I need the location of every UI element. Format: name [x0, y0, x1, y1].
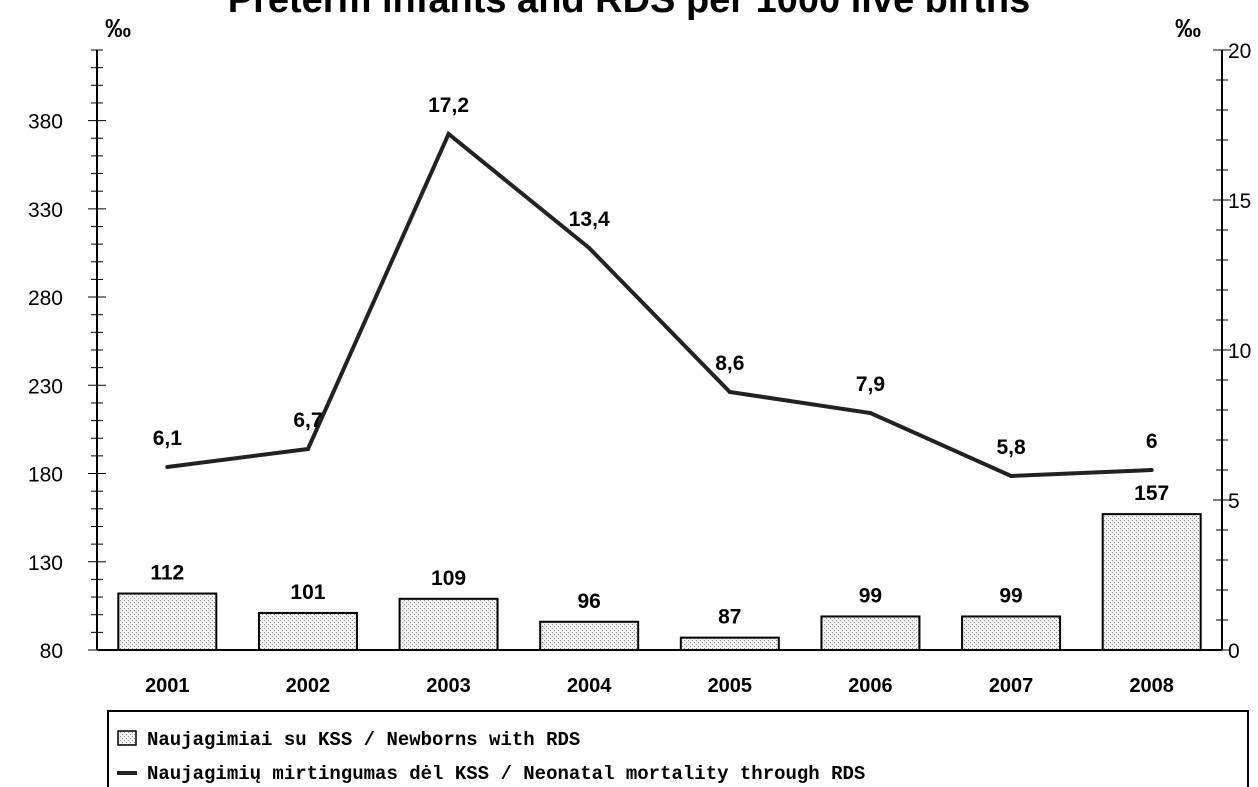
right-tick-label: 10 — [1228, 340, 1251, 363]
line-point — [587, 246, 592, 250]
mortality-line — [167, 130, 1152, 479]
left-tick-label: 80 — [40, 640, 63, 663]
line-value-label: 8,6 — [715, 352, 744, 375]
line-value-label: 6,7 — [293, 409, 322, 432]
bar — [820, 615, 921, 651]
legend-bar-swatch — [117, 730, 137, 746]
line-point — [165, 465, 170, 469]
line-value-label: 6,1 — [153, 427, 183, 450]
bar-value-label: 157 — [1134, 482, 1169, 505]
line-point — [868, 411, 873, 415]
left-tick-label: 180 — [28, 464, 63, 487]
x-tick-label: 2008 — [1129, 675, 1174, 697]
line-value-label: 13,4 — [569, 208, 610, 231]
right-tick-label: 15 — [1228, 190, 1251, 213]
left-tick-label: 130 — [28, 552, 63, 575]
chart-title: Preterm infants and RDS per 1000 live bi… — [228, 0, 1031, 21]
bar — [539, 620, 640, 652]
x-axis: 2001 2002 2003 2004 2005 2006 2007 2008 — [97, 649, 1222, 697]
line-point — [727, 390, 732, 394]
line-value-label: 6 — [1146, 430, 1158, 453]
right-tick-label: 0 — [1228, 640, 1240, 663]
left-tick-label: 330 — [28, 199, 63, 222]
bar — [679, 636, 780, 651]
x-tick-label: 2001 — [145, 675, 190, 697]
line-value-label: 5,8 — [996, 436, 1026, 459]
bar-value-label: 101 — [290, 581, 325, 604]
left-tick-label: 380 — [28, 111, 63, 134]
left-tick-label: 230 — [28, 375, 63, 398]
x-tick-label: 2007 — [989, 675, 1034, 697]
bar — [1101, 513, 1202, 652]
right-axis: 0 5 10 15 20 — [1213, 40, 1251, 663]
legend: Naujagimiai su KSS / Newborns with RDS N… — [107, 710, 1249, 787]
line-point — [305, 447, 310, 451]
bar-value-label: 96 — [578, 590, 601, 613]
legend-bar-label: Naujagimiai su KSS / Newborns with RDS — [147, 729, 580, 751]
legend-box — [107, 710, 1249, 787]
legend-line-label: Naujagimių mirtingumas dėl KSS / Neonata… — [147, 763, 865, 785]
bar-value-label: 87 — [718, 606, 741, 629]
x-tick-label: 2003 — [426, 675, 471, 697]
line-series: 6,1 6,7 17,2 13,4 8,6 7,9 5,8 6 — [153, 94, 1158, 479]
line-value-label: 7,9 — [856, 373, 885, 396]
x-tick-label: 2004 — [567, 675, 612, 697]
x-tick-label: 2006 — [848, 675, 893, 697]
line-point — [1009, 474, 1014, 478]
bar-series: 112 101 109 96 87 99 99 157 — [117, 482, 1202, 652]
bar-value-label: 99 — [859, 584, 882, 607]
bar-value-label: 99 — [999, 584, 1022, 607]
left-tick-label: 280 — [28, 287, 63, 310]
right-axis-unit: ‰ — [1175, 13, 1201, 43]
bar — [117, 592, 218, 652]
right-tick-label: 20 — [1228, 40, 1251, 63]
bar — [257, 611, 358, 651]
right-tick-label: 5 — [1228, 490, 1240, 513]
bar-value-label: 109 — [431, 567, 466, 590]
line-value-label: 17,2 — [428, 94, 469, 117]
left-axis: 80 130 180 230 280 330 380 — [28, 49, 106, 663]
line-point — [446, 132, 451, 136]
bar — [398, 597, 499, 652]
x-tick-label: 2002 — [286, 675, 331, 697]
line-point — [1149, 468, 1154, 472]
x-tick-label: 2005 — [708, 675, 753, 697]
left-axis-unit: ‰ — [105, 13, 131, 43]
bar-value-label: 112 — [150, 562, 184, 585]
bar — [961, 615, 1062, 651]
